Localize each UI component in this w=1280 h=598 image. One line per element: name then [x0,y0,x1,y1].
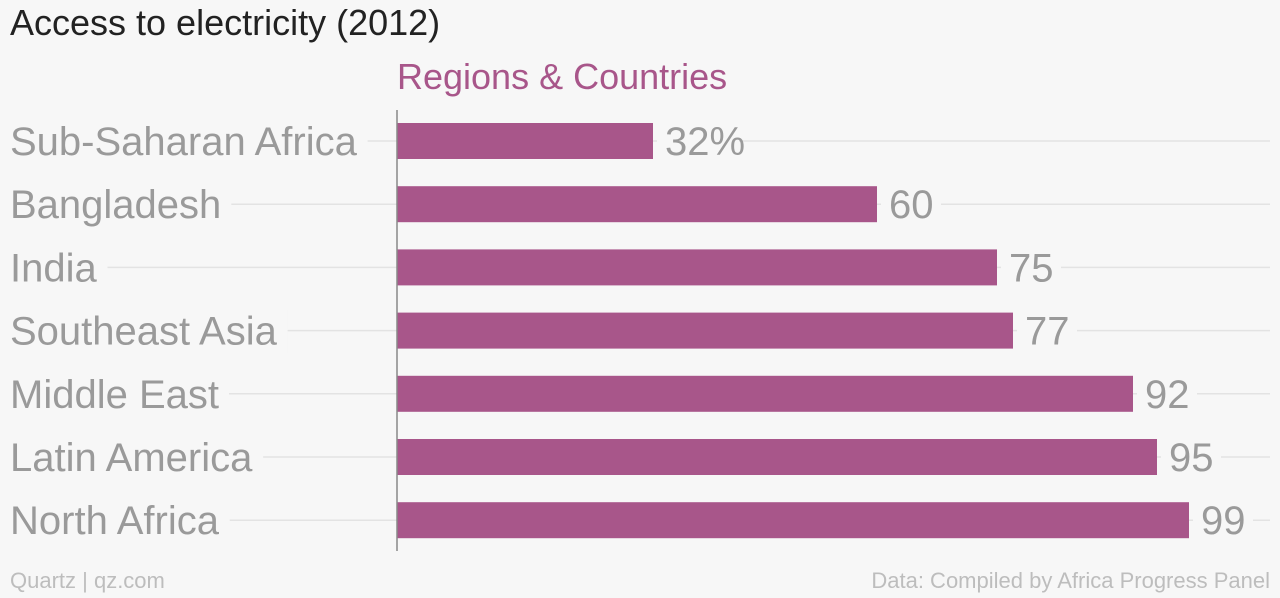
category-label-bg [6,309,288,354]
footer-source-brand: Quartz | qz.com [10,568,165,593]
value-label-bg-middle-east [1137,371,1197,416]
value-label-india: 75 [1009,246,1054,290]
category-label-sub-saharan-africa: Sub-Saharan Africa [10,120,358,164]
bar-north-africa [397,502,1189,539]
value-label-sub-saharan-africa: 32% [665,120,745,164]
bars [397,123,1189,539]
value-label-bg-southeast-asia [1017,308,1077,353]
value-label-latin-america: 95 [1169,436,1214,480]
bar-latin-america [397,439,1157,475]
category-label-bg [6,120,368,164]
category-label-latin-america: Latin America [10,436,253,480]
category-labels: Sub-Saharan Africa Bangladesh India Southea… [6,120,368,544]
category-label-north-africa: North Africa [10,499,220,543]
category-label-bg [6,372,229,417]
chart-subtitle: Regions & Countries [397,56,727,97]
category-label-bg [6,499,230,544]
footer-data-credit: Data: Compiled by Africa Progress Panel [871,568,1270,593]
value-label-southeast-asia: 77 [1025,310,1070,354]
bar-india [397,249,997,286]
value-label-bg-sub-saharan-africa [657,119,739,163]
value-labels: 32% 60 75 77 92 95 99 [657,119,1253,543]
bar-southeast-asia [397,312,1013,349]
category-label-bg [6,246,108,291]
category-label-middle-east: Middle East [10,373,219,417]
category-label-india: India [10,246,97,290]
value-label-bangladesh: 60 [889,183,934,227]
category-label-bg [6,436,264,480]
value-label-middle-east: 92 [1145,373,1190,417]
value-label-bg-india [1001,245,1061,290]
bar-sub-saharan-africa [397,123,653,159]
bar-bangladesh [397,186,877,223]
value-label-bg-bangladesh [881,182,941,227]
chart-title: Access to electricity (2012) [10,2,441,43]
value-label-bg-north-africa [1193,498,1253,543]
bar-middle-east [397,375,1133,412]
value-label-bg-latin-america [1161,435,1221,479]
value-label-north-africa: 99 [1201,499,1246,543]
category-label-bg [6,183,232,228]
category-label-southeast-asia: Southeast Asia [10,310,278,354]
category-label-bangladesh: Bangladesh [10,183,221,227]
